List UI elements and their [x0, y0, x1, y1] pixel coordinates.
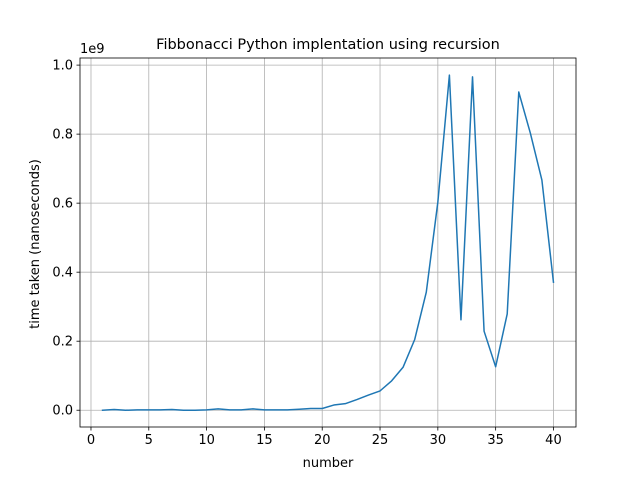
- y-tick-label: 0.4: [52, 266, 73, 281]
- y-tick-label: 0.6: [52, 197, 73, 212]
- x-axis-label: number: [303, 456, 354, 471]
- x-tick-label: 40: [545, 433, 562, 448]
- chart-title: Fibbonacci Python implentation using rec…: [156, 37, 500, 53]
- x-tick-label: 30: [430, 433, 447, 448]
- y-axis-offset-label: 1e9: [80, 42, 105, 57]
- x-tick-label: 0: [87, 433, 95, 448]
- y-tick-label: 0.8: [52, 128, 73, 143]
- y-tick-label: 0.2: [52, 335, 73, 350]
- y-tick-label: 1.0: [52, 59, 73, 74]
- x-tick-label: 20: [314, 433, 331, 448]
- y-tick-label: 0.0: [52, 404, 73, 419]
- y-axis-label: time taken (nanoseconds): [28, 159, 43, 329]
- x-tick-label: 25: [372, 433, 389, 448]
- x-tick-label: 5: [145, 433, 153, 448]
- x-tick-label: 15: [256, 433, 273, 448]
- x-tick-label: 35: [487, 433, 504, 448]
- x-tick-label: 10: [198, 433, 215, 448]
